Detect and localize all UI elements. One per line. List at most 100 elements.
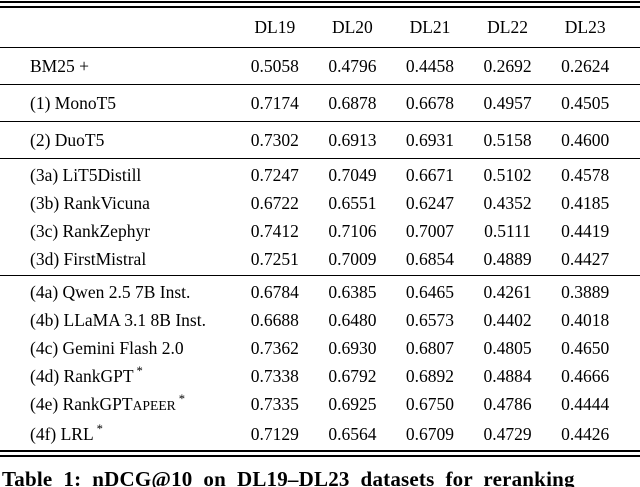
column-header-dl21: DL21 [409,17,451,37]
score-cell: 0.4600 [561,130,610,150]
score-cell: 0.5158 [483,130,532,150]
score-cell: 0.6722 [250,193,299,213]
score-cell: 0.5058 [250,56,299,76]
score-cell: 0.6784 [250,282,299,302]
score-cell: 0.4018 [561,310,610,330]
table-body: BM25 + 0.5058 0.4796 0.4458 0.2692 0.2624 (1) … [0,48,640,450]
score-cell: 0.4352 [483,193,532,213]
row-method-name: (1) MonoT5 [30,93,117,113]
score-cell: 0.4578 [561,165,610,185]
score-cell: 0.7106 [328,221,377,241]
score-cell: 0.7007 [405,221,455,241]
score-cell: 0.4419 [561,221,610,241]
row-method-subname: APEER [132,398,176,413]
group-separator-rule [0,84,640,85]
score-cell: 0.7129 [250,424,299,444]
score-cell: 0.6465 [405,282,455,302]
score-cell: 0.6551 [328,193,377,213]
score-cell: 0.7174 [250,93,299,113]
row-method-name: (4d) RankGPT * [30,364,143,386]
score-cell: 0.6688 [250,310,299,330]
table-top-rule [0,1,640,8]
score-cell: 0.6564 [328,424,377,444]
asterisk-marker: * [136,364,143,379]
table-row: (4b) LLaMA 3.1 8B Inst. 0.6688 0.6480 0.657… [0,306,640,334]
table-row: (1) MonoT5 0.7174 0.6878 0.6678 0.4957 0.4505 [0,89,640,117]
asterisk-marker: * [178,392,186,407]
row-method-name: (3d) FirstMistral [30,249,147,269]
row-method-name: (4e) RankGPTAPEER * [30,392,186,414]
table-header-row: DL19 DL20 DL21 DL22 DL23 [0,8,640,47]
score-cell: 0.3889 [561,282,610,302]
row-method-name: (4a) Qwen 2.5 7B Inst. [30,282,191,302]
results-table: DL19 DL20 DL21 DL22 DL23 BM25 + 0.5058 0.4796 0… [0,1,640,457]
score-cell: 0.4185 [561,193,610,213]
score-cell: 0.5102 [483,165,532,185]
score-cell: 0.4884 [483,366,532,386]
row-method-name: (3b) RankVicuna [30,193,150,213]
column-header-dl20: DL20 [331,17,373,37]
row-method-name: BM25 + [30,56,89,76]
column-header-dl23: DL23 [564,17,606,37]
score-cell: 0.4729 [483,424,532,444]
header-bottom-rule [0,47,640,48]
table-row: BM25 + 0.5058 0.4796 0.4458 0.2692 0.2624 [0,52,640,80]
table-row: (2) DuoT5 0.7302 0.6913 0.6931 0.5158 0.4600 [0,126,640,154]
score-cell: 0.4505 [561,93,610,113]
score-cell: 0.6247 [405,193,455,213]
table-bottom-rule [0,450,640,457]
table-row: (4c) Gemini Flash 2.0 0.7362 0.6930 0.6807 0… [0,334,640,362]
table-row: (4a) Qwen 2.5 7B Inst. 0.6784 0.6385 0.6465… [0,278,640,306]
score-cell: 0.5111 [484,221,531,241]
table-group: BM25 + 0.5058 0.4796 0.4458 0.2692 0.2624 [0,48,640,84]
score-cell: 0.6678 [405,93,455,113]
score-cell: 0.4458 [405,56,455,76]
score-cell: 0.6671 [405,165,455,185]
group-separator-rule [0,158,640,159]
row-method-name: (2) DuoT5 [30,130,105,150]
score-cell: 0.4786 [483,394,532,414]
table-row: (3d) FirstMistral 0.7251 0.7009 0.6854 0.488… [0,245,640,273]
score-cell: 0.4427 [561,249,610,269]
score-cell: 0.7247 [250,165,299,185]
table-group: (3a) LiT5Distill 0.7247 0.7049 0.6671 0.5102… [0,159,640,275]
score-cell: 0.2692 [483,56,532,76]
score-cell: 0.4426 [561,424,610,444]
score-cell: 0.4805 [483,338,532,358]
row-method-name: (4f) LRL * [30,422,103,444]
score-cell: 0.6930 [328,338,377,358]
score-cell: 0.7009 [328,249,377,269]
score-cell: 0.6750 [405,394,455,414]
score-cell: 0.7362 [250,338,299,358]
row-method-name: (4c) Gemini Flash 2.0 [30,338,184,358]
table-row: (4e) RankGPTAPEER * 0.7335 0.6925 0.6750 0.47… [0,390,640,420]
score-cell: 0.7302 [250,130,299,150]
table-group: (2) DuoT5 0.7302 0.6913 0.6931 0.5158 0.4600 [0,122,640,158]
score-cell: 0.4957 [483,93,532,113]
row-method-name: (3c) RankZephyr [30,221,151,241]
score-cell: 0.6792 [328,366,377,386]
score-cell: 0.4666 [561,366,610,386]
asterisk-marker: * [96,422,103,437]
table-caption: Table 1: nDCG@10 on DL19–DL23 datasets f… [2,467,575,487]
column-header-dl22: DL22 [487,17,528,37]
table-row: (4d) RankGPT * 0.7338 0.6792 0.6892 0.4884 0.4… [0,362,640,390]
score-cell: 0.7251 [250,249,299,269]
score-cell: 0.6385 [328,282,377,302]
group-separator-rule [0,121,640,122]
score-cell: 0.4889 [483,249,532,269]
score-cell: 0.7049 [328,165,377,185]
score-cell: 0.6892 [405,366,455,386]
group-separator-rule [0,275,640,276]
table-row: (3b) RankVicuna 0.6722 0.6551 0.6247 0.4352 0… [0,189,640,217]
score-cell: 0.4796 [328,56,377,76]
column-header-dl19: DL19 [254,17,296,37]
score-cell: 0.4444 [561,394,610,414]
score-cell: 0.7412 [250,221,299,241]
score-cell: 0.2624 [561,56,610,76]
table-group: (4a) Qwen 2.5 7B Inst. 0.6784 0.6385 0.6465… [0,276,640,450]
score-cell: 0.7338 [250,366,299,386]
table-row: (3a) LiT5Distill 0.7247 0.7049 0.6671 0.5102… [0,161,640,189]
score-cell: 0.4650 [561,338,610,358]
